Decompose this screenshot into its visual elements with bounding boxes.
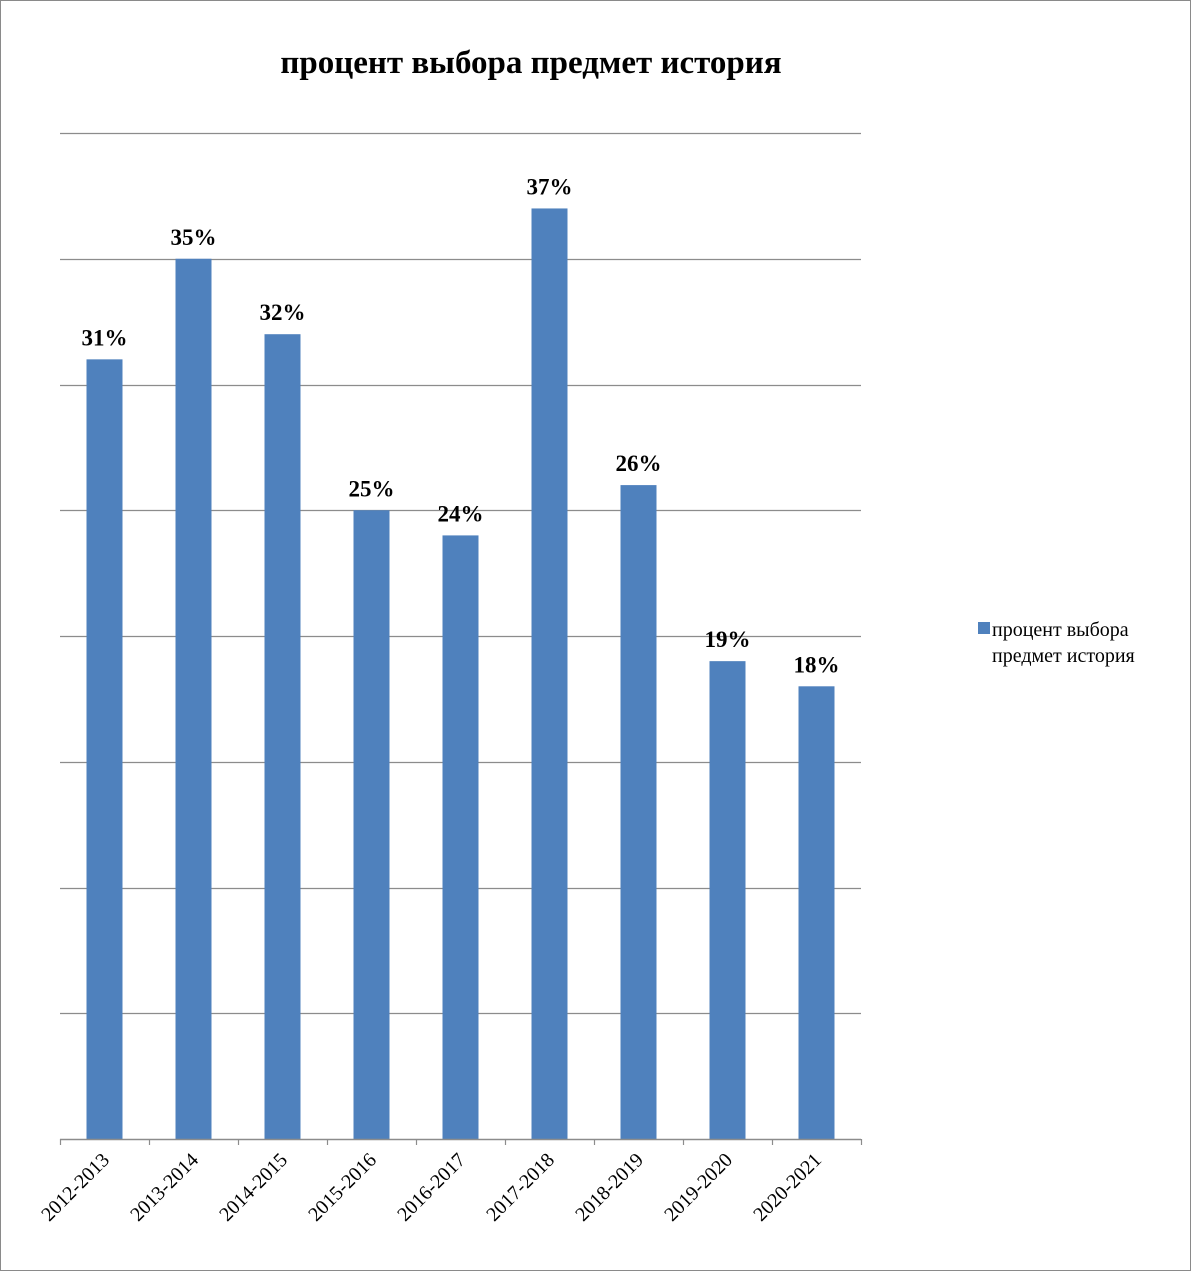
legend-swatch <box>978 622 990 634</box>
data-label: 19% <box>705 627 751 652</box>
x-tick-label: 2012-2013 <box>37 1149 114 1226</box>
x-tick-label: 2019-2020 <box>660 1149 737 1226</box>
bar <box>353 510 390 1139</box>
bar <box>442 535 479 1139</box>
data-label: 31% <box>82 325 128 350</box>
data-label: 25% <box>349 476 395 501</box>
x-tick-label: 2014-2015 <box>215 1149 292 1226</box>
x-tick-label: 2016-2017 <box>393 1149 470 1226</box>
data-label: 37% <box>527 174 573 199</box>
x-tick-label: 2020-2021 <box>749 1149 826 1226</box>
x-tick-label: 2013-2014 <box>126 1149 203 1226</box>
data-label: 18% <box>794 652 840 677</box>
chart-title: процент выбора предмет история <box>280 45 782 81</box>
bar <box>620 485 657 1140</box>
x-tick-label: 2017-2018 <box>482 1149 559 1226</box>
data-label: 32% <box>260 300 306 325</box>
bar <box>264 334 301 1139</box>
data-label: 26% <box>616 451 662 476</box>
x-tick-label: 2015-2016 <box>304 1149 381 1226</box>
data-label: 35% <box>171 225 217 250</box>
bar <box>175 258 212 1139</box>
bar <box>709 661 746 1139</box>
bar <box>531 208 568 1139</box>
data-label: 24% <box>438 501 484 526</box>
legend: процент выбора предмет история <box>978 617 1192 669</box>
bar <box>798 686 835 1139</box>
bar <box>86 359 123 1140</box>
x-tick-label: 2018-2019 <box>571 1149 648 1226</box>
legend-label: процент выбора предмет история <box>992 619 1135 667</box>
